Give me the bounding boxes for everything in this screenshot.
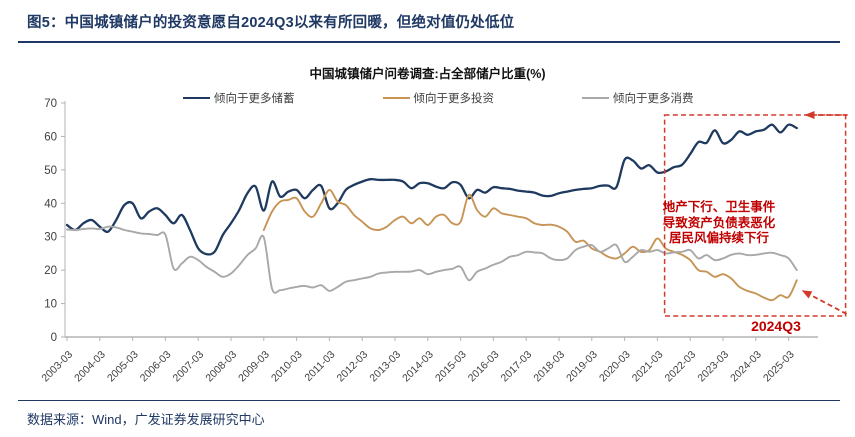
x-tick-label: 2024-03 bbox=[728, 349, 764, 385]
figure-title: 图5：中国城镇储户的投资意愿自2024Q3以来有所回暖，但绝对值仍处低位 bbox=[27, 15, 515, 31]
x-tick-label: 2013-03 bbox=[367, 349, 403, 385]
x-tick-label: 2017-03 bbox=[499, 349, 535, 385]
data-source-text: 数据来源：Wind，广发证券发展研究中心 bbox=[27, 412, 265, 427]
y-tick-label: 60 bbox=[44, 131, 57, 143]
y-tick-label: 0 bbox=[51, 332, 57, 344]
legend-line-swatch-investment bbox=[382, 96, 410, 100]
legend-line-swatch-consumption bbox=[582, 96, 609, 100]
y-tick-label: 20 bbox=[44, 265, 57, 277]
data-series bbox=[65, 123, 798, 302]
x-tick-label: 2008-03 bbox=[203, 349, 239, 385]
x-tick-label: 2019-03 bbox=[564, 349, 600, 385]
chart-legend: 倾向于更多储蓄 倾向于更多投资 倾向于更多消费 bbox=[183, 90, 694, 106]
annotation-callout: 地产下行、卫生事件 导致资产负债表恶化 居民风偏持续下行 bbox=[659, 200, 779, 247]
legend-label-savings: 倾向于更多储蓄 bbox=[214, 93, 295, 105]
series-line-0 bbox=[65, 123, 798, 256]
x-tick-label: 2012-03 bbox=[335, 349, 371, 385]
highlight-box bbox=[663, 114, 847, 317]
x-tick-label: 2006-03 bbox=[138, 349, 174, 385]
annotation-shapes bbox=[663, 111, 848, 317]
y-tick-label: 10 bbox=[44, 299, 57, 311]
x-tick-label: 2025-03 bbox=[761, 349, 797, 385]
x-tick-label: 2018-03 bbox=[531, 349, 567, 385]
x-tick-label: 2023-03 bbox=[695, 349, 731, 385]
x-tick-label: 2003-03 bbox=[39, 349, 75, 385]
callout-line-2: 导致资产负债表恶化 bbox=[662, 215, 776, 230]
y-tick-label: 70 bbox=[44, 98, 57, 110]
series-line-1 bbox=[262, 188, 798, 302]
x-tick-label: 2010-03 bbox=[269, 349, 305, 385]
x-tick-label: 2004-03 bbox=[72, 349, 108, 385]
x-tick-label: 2020-03 bbox=[597, 349, 633, 385]
legend-item-consumption: 倾向于更多消费 bbox=[582, 90, 694, 106]
footer-divider bbox=[18, 400, 840, 401]
legend-label-consumption: 倾向于更多消费 bbox=[613, 93, 694, 105]
y-tick-label: 40 bbox=[44, 198, 57, 210]
x-tick-label: 2015-03 bbox=[433, 349, 469, 385]
y-tick-label: 50 bbox=[44, 165, 57, 177]
x-tick-label: 2016-03 bbox=[466, 349, 502, 385]
quarter-annotation-label: 2024Q3 bbox=[751, 318, 801, 334]
y-tick-label: 30 bbox=[44, 232, 57, 244]
x-tick-label: 2021-03 bbox=[630, 349, 666, 385]
series-line-2 bbox=[66, 225, 798, 294]
trend-arrow-recovery bbox=[801, 290, 848, 315]
callout-line-1: 地产下行、卫生事件 bbox=[662, 200, 776, 214]
x-tick-label: 2011-03 bbox=[302, 349, 337, 384]
x-tick-label: 2007-03 bbox=[171, 349, 207, 385]
x-tick-label: 2022-03 bbox=[663, 349, 699, 385]
title-divider bbox=[18, 41, 840, 43]
legend-line-swatch-savings bbox=[183, 96, 210, 100]
callout-line-3: 居民风偏持续下行 bbox=[668, 231, 769, 245]
x-tick-label: 2005-03 bbox=[105, 349, 141, 385]
chart-title: 中国城镇储户问卷调查:占全部储户比重(%) bbox=[309, 67, 546, 81]
legend-item-savings: 倾向于更多储蓄 bbox=[183, 90, 295, 106]
x-tick-label: 2009-03 bbox=[236, 349, 272, 385]
x-tick-label: 2014-03 bbox=[400, 349, 436, 385]
legend-item-investment: 倾向于更多投资 bbox=[382, 90, 495, 106]
legend-label-investment: 倾向于更多投资 bbox=[413, 93, 495, 105]
